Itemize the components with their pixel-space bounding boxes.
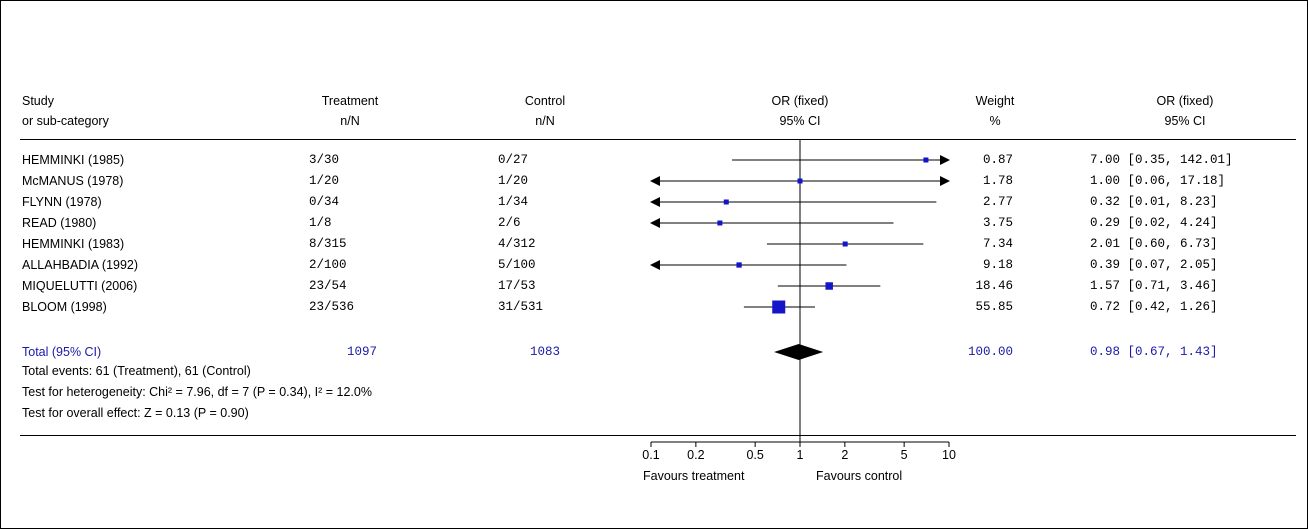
- header-study-sub: or sub-category: [22, 114, 109, 128]
- header-effect: OR (fixed): [771, 94, 829, 108]
- study-ci-text: 0.29 [0.02, 4.24]: [1090, 216, 1218, 230]
- total-treatment: 1097: [347, 345, 378, 359]
- study-name: HEMMINKI (1985): [22, 153, 125, 167]
- ci-arrow-left: [650, 197, 660, 207]
- ci-arrow-left: [650, 176, 660, 186]
- ci-arrow-left: [650, 260, 660, 270]
- effect-marker: [825, 282, 833, 290]
- total-ci-text: 0.98 [0.67, 1.43]: [1090, 345, 1218, 359]
- effect-marker: [797, 178, 803, 184]
- favours-right-label: Favours control: [816, 469, 903, 483]
- study-name: HEMMINKI (1983): [22, 237, 125, 251]
- study-weight: 7.34: [982, 237, 1013, 251]
- study-treatment: 3/30: [309, 153, 340, 167]
- study-control: 0/27: [498, 153, 529, 167]
- effect-marker: [772, 300, 786, 314]
- study-treatment: 8/315: [309, 237, 347, 251]
- header-effect-text: OR (fixed): [1156, 94, 1214, 108]
- study-treatment: 0/34: [309, 195, 340, 209]
- header-study: Study: [22, 94, 54, 108]
- study-weight: 55.85: [975, 300, 1013, 314]
- header-control: Control: [524, 94, 566, 108]
- study-weight: 3.75: [982, 216, 1013, 230]
- study-ci-text: 0.39 [0.07, 2.05]: [1090, 258, 1218, 272]
- x-tick-label: 5: [901, 448, 908, 462]
- x-tick-label: 1: [797, 448, 804, 462]
- study-weight: 1.78: [982, 174, 1013, 188]
- x-tick-label: 10: [942, 448, 956, 462]
- study-ci-text: 7.00 [0.35, 142.01]: [1090, 153, 1233, 167]
- study-name: ALLAHBADIA (1992): [22, 258, 139, 272]
- study-ci-text: 1.57 [0.71, 3.46]: [1090, 279, 1218, 293]
- effect-marker: [717, 220, 723, 226]
- study-control: 1/20: [498, 174, 529, 188]
- total-label: Total (95% CI): [22, 345, 102, 359]
- total-weight: 100.00: [967, 345, 1013, 359]
- study-treatment: 23/54: [309, 279, 347, 293]
- header-treatment-sub: n/N: [340, 114, 360, 128]
- header-treatment: Treatment: [321, 94, 379, 108]
- study-name: McMANUS (1978): [22, 174, 124, 188]
- x-tick-label: 0.2: [687, 448, 704, 462]
- study-weight: 0.87: [982, 153, 1013, 167]
- footnote-heterogeneity: Test for heterogeneity: Chi² = 7.96, df …: [22, 385, 372, 399]
- study-treatment: 23/536: [309, 300, 355, 314]
- study-name: MIQUELUTTI (2006): [22, 279, 138, 293]
- study-treatment: 1/8: [309, 216, 332, 230]
- total-diamond: [774, 344, 824, 360]
- x-tick-label: 2: [841, 448, 848, 462]
- study-control: 2/6: [498, 216, 521, 230]
- footnote-events: Total events: 61 (Treatment), 61 (Contro…: [22, 364, 251, 378]
- x-tick-label: 0.1: [642, 448, 659, 462]
- bottom-rule: [20, 435, 1296, 436]
- header-effect-sub: 95% CI: [779, 114, 821, 128]
- effect-marker: [723, 199, 729, 205]
- ci-arrow-right: [940, 176, 950, 186]
- header-rule: [20, 139, 1296, 140]
- study-name: BLOOM (1998): [22, 300, 107, 314]
- study-name: READ (1980): [22, 216, 97, 230]
- study-control: 4/312: [498, 237, 536, 251]
- effect-marker: [923, 157, 929, 163]
- study-ci-text: 2.01 [0.60, 6.73]: [1090, 237, 1218, 251]
- study-treatment: 1/20: [309, 174, 340, 188]
- effect-marker: [736, 262, 742, 268]
- study-ci-text: 0.72 [0.42, 1.26]: [1090, 300, 1218, 314]
- study-name: FLYNN (1978): [22, 195, 102, 209]
- ci-arrow-right: [940, 155, 950, 165]
- study-weight: 9.18: [982, 258, 1013, 272]
- ci-arrow-left: [650, 218, 660, 228]
- study-ci-text: 1.00 [0.06, 17.18]: [1090, 174, 1226, 188]
- study-control: 17/53: [498, 279, 536, 293]
- total-control: 1083: [530, 345, 561, 359]
- x-tick-label: 0.5: [746, 448, 763, 462]
- header-effect-text-sub: 95% CI: [1164, 114, 1206, 128]
- header-weight: Weight: [975, 94, 1015, 108]
- study-ci-text: 0.32 [0.01, 8.23]: [1090, 195, 1218, 209]
- footnote-overall-effect: Test for overall effect: Z = 0.13 (P = 0…: [22, 406, 249, 420]
- favours-left-label: Favours treatment: [643, 469, 745, 483]
- study-weight: 18.46: [975, 279, 1013, 293]
- study-weight: 2.77: [982, 195, 1013, 209]
- study-treatment: 2/100: [309, 258, 347, 272]
- study-control: 1/34: [498, 195, 529, 209]
- study-control: 31/531: [498, 300, 544, 314]
- header-weight-sub: %: [989, 114, 1001, 128]
- header-control-sub: n/N: [535, 114, 555, 128]
- study-control: 5/100: [498, 258, 536, 272]
- effect-marker: [842, 241, 848, 247]
